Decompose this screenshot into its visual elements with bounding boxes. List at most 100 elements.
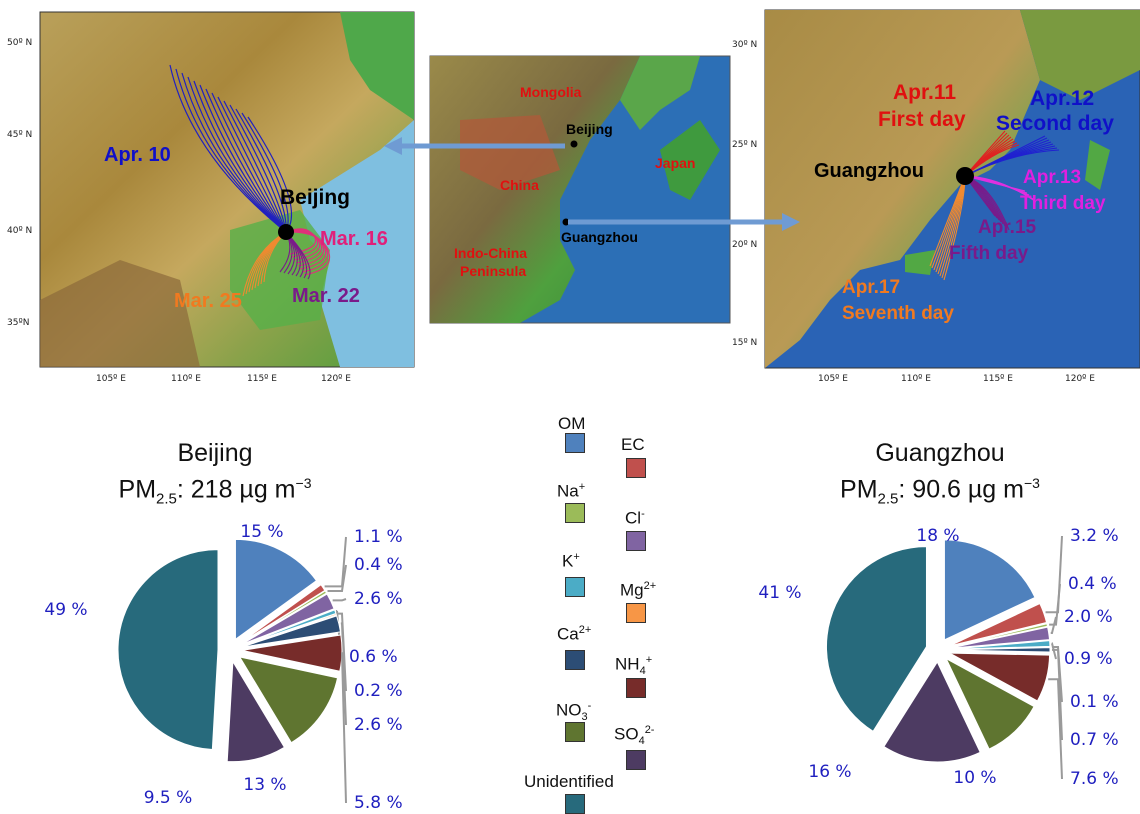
legend-so4-sub: 4 (638, 735, 645, 748)
center-label-japan: Japan (655, 155, 696, 171)
center-label-beijing: Beijing (566, 121, 613, 137)
trajectory-apr12 (964, 149, 1060, 177)
guangzhou-slice-ec (949, 602, 1048, 647)
beijing-pm-value: : 218 µg m (176, 475, 296, 504)
legend-swatch-ec (626, 458, 646, 478)
legend-swatch-unidentified (565, 794, 585, 814)
guangzhou-pie-city: Guangzhou (875, 439, 1005, 467)
trajectory-apr10 (193, 80, 287, 233)
beijing-map (39, 11, 415, 368)
legend-swatch-no3 (565, 722, 585, 742)
taiwan-island (1085, 140, 1110, 190)
gz-lat-tick-30: 30º N (732, 40, 758, 50)
pie-charts: 15 % 1.1 % 0.4 % 2.6 % 0.6 % 0.2 % 2.6 % 5.8 % 1… (44, 522, 1119, 813)
beijing-pm-prefix: PM (118, 475, 157, 504)
legend-so4-text: SO (614, 724, 639, 744)
gz-date-apr11: Apr.11 (893, 81, 957, 104)
guangzhou-label-ec: 3.2 % (1070, 526, 1119, 546)
beijing-slice-na (239, 590, 328, 645)
legend-swatch-so4 (626, 750, 646, 770)
gz-date-third-day: Third day (1020, 193, 1106, 214)
legend-cl-sup: - (641, 508, 645, 520)
beijing-label-mg: 0.2 % (354, 681, 403, 701)
south-china-land (765, 10, 1040, 368)
guangzhou-slice-nh4 (949, 652, 1051, 702)
guangzhou-pm-value: : 90.6 µg m (898, 475, 1024, 504)
gz-lon-tick-105: 105º E (818, 374, 848, 384)
bj-lat-tick-35: 35ºN (7, 318, 30, 328)
legend-label-k: K+ (562, 551, 580, 572)
overview-guangzhou-dot (562, 218, 570, 226)
legend-swatch-nh4 (626, 678, 646, 698)
beijing-label-k: 0.6 % (349, 647, 398, 667)
beijing-slice-om (234, 538, 318, 641)
beijing-leader-mg (338, 612, 347, 692)
plateau-region (40, 260, 200, 367)
beijing-label-om: 15 % (240, 522, 283, 542)
guangzhou-slice-ca (949, 647, 1051, 653)
legend-ca-text: Ca (557, 624, 579, 644)
trajectory-mar16 (285, 231, 331, 276)
beijing-label-no3: 13 % (243, 775, 286, 795)
trajectory-apr10 (199, 84, 287, 233)
legend-swatch-om (565, 433, 585, 453)
beijing-label-ca: 2.6 % (354, 715, 403, 735)
trajectory-apr10 (229, 104, 287, 233)
guangzhou-label-cl: 2.0 % (1064, 607, 1113, 627)
gz-date-apr15: Apr.15 (978, 217, 1037, 238)
overview-northeast (620, 56, 700, 130)
guangzhou-leader-cl (1050, 616, 1057, 635)
gz-lat-tick-15: 15º N (732, 338, 758, 348)
gz-date-fifth-day: Fifth day (949, 243, 1029, 264)
center-label-mongolia: Mongolia (520, 84, 582, 100)
bj-lat-tick-40: 40º N (7, 226, 33, 236)
beijing-slice-cl (240, 593, 335, 646)
beijing-label-so4: 9.5 % (144, 788, 193, 808)
beijing-leader-na (327, 564, 347, 592)
bj-date-apr10: Apr. 10 (104, 144, 171, 166)
legend-k-text: K (562, 551, 574, 571)
legend-mg-sup: 2+ (643, 580, 657, 592)
bj-lon-tick-115: 115º E (247, 374, 277, 384)
legend-label-so4: SO42- (614, 724, 654, 747)
guangzhou-slice-na (949, 623, 1049, 648)
beijing-city-dot (278, 224, 294, 240)
gz-date-first-day: First day (878, 108, 966, 131)
bj-lon-tick-120: 120º E (321, 374, 351, 384)
legend-nh4-sup: + (645, 654, 653, 666)
arrow-to-guangzhou (568, 213, 800, 231)
legend-label-na: Na+ (557, 481, 585, 502)
north-china-plain (230, 210, 330, 330)
beijing-slice-unidentified (117, 549, 219, 751)
beijing-slice-so4 (226, 660, 286, 763)
guangzhou-leader-nh4 (1048, 678, 1063, 780)
gz-lon-tick-110: 110º E (901, 374, 931, 384)
legend-swatch-ca (565, 650, 585, 670)
guangzhou-slice-no3 (945, 657, 1035, 750)
guangzhou-label-ca: 0.7 % (1070, 730, 1119, 750)
overview-tibet (460, 115, 560, 190)
legend-swatch-mg (626, 603, 646, 623)
gz-date-apr13: Apr.13 (1023, 167, 1082, 188)
beijing-leader-ca (340, 622, 347, 726)
guangzhou-pie-title: Guangzhou PM2.5: 90.6 µg m−3 (820, 438, 1060, 514)
legend-label-om: OM (558, 414, 586, 433)
beijing-label-nh4: 5.8 % (354, 793, 403, 813)
legend-mg-text: Mg (620, 580, 644, 600)
guangzhou-leader-na (1049, 583, 1061, 626)
legend-k-sup: + (573, 551, 580, 563)
bj-lon-tick-110: 110º E (171, 374, 201, 384)
overview-japan-land (660, 120, 720, 200)
guangzhou-map (764, 9, 1140, 369)
beijing-pm-exp: −3 (295, 475, 312, 491)
guangzhou-label-unidentified: 41 % (758, 583, 801, 603)
beijing-pie-city: Beijing (177, 439, 253, 467)
center-label-indochina: Indo-China (454, 245, 528, 261)
guangzhou-city-dot (956, 167, 974, 185)
beijing-pie-pm: PM2.5: 218 µg m−3 (100, 468, 330, 514)
guangzhou-leader-mg (1051, 645, 1063, 703)
guangzhou-pm-prefix: PM (840, 475, 878, 504)
overview-beijing-dot (570, 140, 578, 148)
beijing-slice-mg (241, 613, 337, 647)
arrow-to-beijing (384, 137, 565, 155)
